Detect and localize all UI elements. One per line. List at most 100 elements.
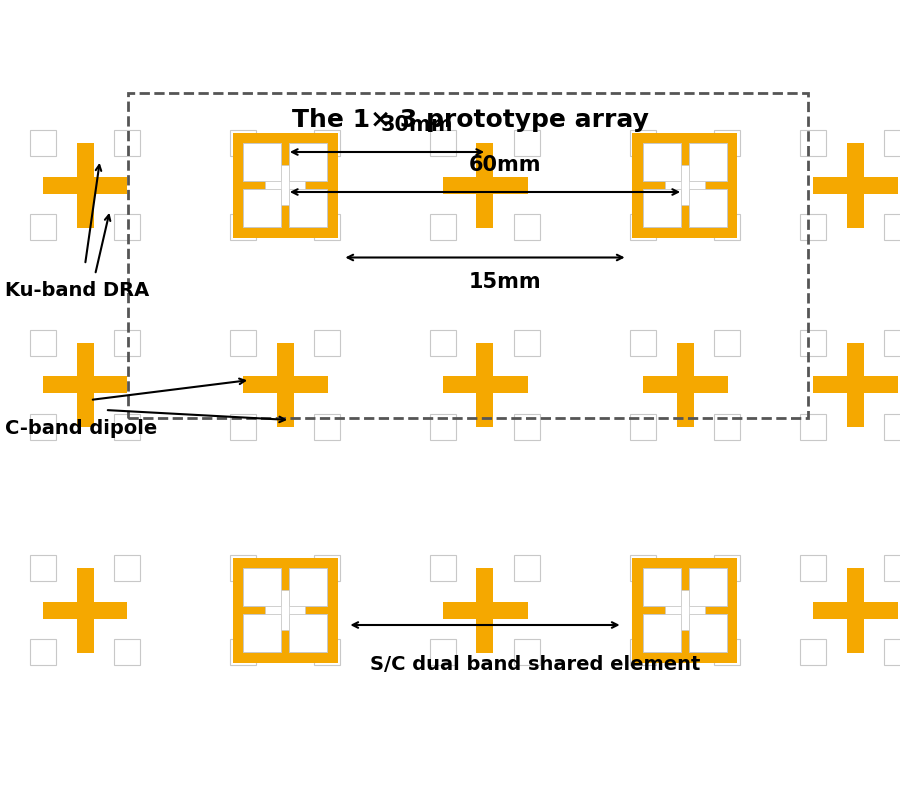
Bar: [232, 133, 338, 238]
Bar: [314, 414, 340, 440]
Bar: [884, 414, 900, 440]
Bar: [314, 639, 340, 665]
FancyBboxPatch shape: [242, 377, 328, 394]
Bar: [230, 639, 256, 665]
Bar: [714, 414, 740, 440]
Bar: [114, 639, 140, 665]
Bar: [689, 614, 727, 652]
Bar: [430, 414, 456, 440]
Bar: [800, 639, 826, 665]
Bar: [30, 555, 56, 581]
Bar: [630, 639, 656, 665]
Bar: [665, 606, 705, 614]
FancyBboxPatch shape: [813, 377, 897, 394]
FancyBboxPatch shape: [42, 602, 128, 618]
FancyBboxPatch shape: [76, 342, 94, 427]
Bar: [289, 614, 327, 652]
Bar: [430, 214, 456, 240]
Bar: [884, 214, 900, 240]
FancyBboxPatch shape: [443, 602, 527, 618]
FancyBboxPatch shape: [847, 342, 863, 427]
FancyBboxPatch shape: [76, 567, 94, 653]
Bar: [884, 330, 900, 356]
Bar: [281, 165, 290, 205]
Bar: [884, 639, 900, 665]
Bar: [714, 214, 740, 240]
Bar: [289, 190, 327, 227]
FancyBboxPatch shape: [643, 602, 727, 618]
Bar: [314, 330, 340, 356]
Bar: [430, 130, 456, 156]
Bar: [266, 606, 305, 614]
FancyBboxPatch shape: [813, 177, 897, 194]
Bar: [243, 614, 281, 652]
Bar: [884, 555, 900, 581]
Text: Ku-band DRA: Ku-band DRA: [5, 281, 149, 299]
Bar: [281, 590, 290, 630]
Bar: [30, 214, 56, 240]
Text: C-band dipole: C-band dipole: [5, 418, 158, 438]
Text: 60mm: 60mm: [469, 155, 541, 175]
Bar: [243, 190, 281, 227]
Bar: [714, 330, 740, 356]
Bar: [114, 555, 140, 581]
Bar: [514, 214, 540, 240]
Text: The 1× 3 prototype array: The 1× 3 prototype array: [292, 108, 648, 132]
FancyBboxPatch shape: [476, 342, 493, 427]
FancyBboxPatch shape: [813, 602, 897, 618]
Bar: [243, 143, 281, 181]
Bar: [230, 130, 256, 156]
FancyBboxPatch shape: [276, 342, 293, 427]
FancyBboxPatch shape: [276, 142, 293, 227]
Bar: [230, 555, 256, 581]
Bar: [232, 558, 338, 662]
Bar: [643, 143, 680, 181]
Bar: [643, 614, 680, 652]
FancyBboxPatch shape: [476, 567, 493, 653]
Bar: [243, 568, 281, 606]
Bar: [800, 330, 826, 356]
Bar: [114, 214, 140, 240]
Bar: [633, 133, 737, 238]
Bar: [114, 330, 140, 356]
Bar: [430, 330, 456, 356]
FancyBboxPatch shape: [443, 177, 527, 194]
Bar: [30, 330, 56, 356]
Bar: [643, 568, 680, 606]
Bar: [514, 414, 540, 440]
FancyBboxPatch shape: [42, 177, 128, 194]
Bar: [114, 414, 140, 440]
Bar: [314, 555, 340, 581]
Bar: [266, 181, 305, 190]
FancyBboxPatch shape: [677, 342, 694, 427]
Bar: [643, 190, 680, 227]
Bar: [680, 590, 689, 630]
FancyBboxPatch shape: [847, 142, 863, 227]
Bar: [630, 414, 656, 440]
FancyBboxPatch shape: [677, 142, 694, 227]
Bar: [128, 93, 808, 418]
Bar: [514, 330, 540, 356]
FancyBboxPatch shape: [42, 377, 128, 394]
Bar: [230, 214, 256, 240]
Bar: [289, 143, 327, 181]
Bar: [30, 639, 56, 665]
Bar: [689, 190, 727, 227]
Bar: [630, 330, 656, 356]
Bar: [514, 130, 540, 156]
Bar: [289, 568, 327, 606]
Text: 15mm: 15mm: [469, 273, 541, 293]
Bar: [714, 555, 740, 581]
Bar: [689, 143, 727, 181]
Bar: [230, 414, 256, 440]
FancyBboxPatch shape: [847, 567, 863, 653]
Bar: [633, 558, 737, 662]
Bar: [30, 130, 56, 156]
Bar: [630, 130, 656, 156]
Bar: [30, 414, 56, 440]
Bar: [314, 214, 340, 240]
Bar: [884, 130, 900, 156]
Bar: [680, 165, 689, 205]
Bar: [800, 555, 826, 581]
Bar: [514, 639, 540, 665]
